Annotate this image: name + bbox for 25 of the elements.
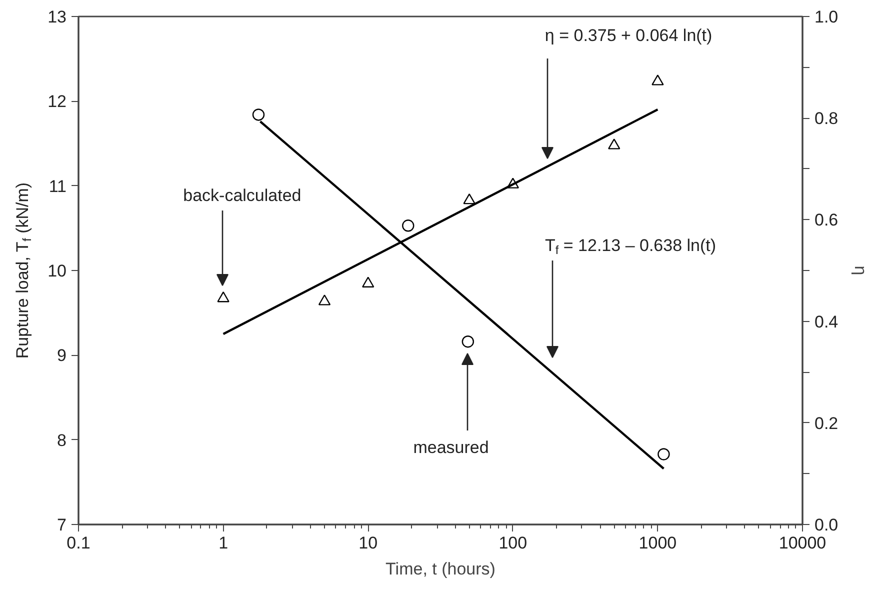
y2-axis-title: η xyxy=(851,266,870,276)
y-tick-label: 10 xyxy=(48,262,67,280)
x-tick-label: 0.1 xyxy=(66,534,90,552)
x-axis-title: Time, t (hours) xyxy=(386,560,496,578)
x-tick-label: 1000 xyxy=(638,534,677,552)
y2-tick-label: 0.6 xyxy=(814,210,838,230)
y2-tick-label: 0.4 xyxy=(814,312,838,332)
x-tick-label: 1 xyxy=(218,534,228,552)
y-tick-label: 11 xyxy=(48,176,67,196)
y-tick-label: 13 xyxy=(48,8,67,26)
y2-tick-label: 1.0 xyxy=(814,8,838,26)
y-tick-label: 12 xyxy=(48,92,67,112)
x-tick-label: 100 xyxy=(498,534,528,552)
y-axis-title: Rupture load, Tf (kN/m) xyxy=(13,182,34,359)
y2-tick-label: 0.8 xyxy=(814,109,838,128)
y-tick-label: 9 xyxy=(57,346,67,366)
annotation: back-calculated xyxy=(183,186,302,205)
annotation: η = 0.375 + 0.064 ln(t) xyxy=(544,26,712,45)
x-tick-label: 10 xyxy=(358,534,378,552)
y2-tick-label: 0.0 xyxy=(814,516,838,534)
annotation: measured xyxy=(413,438,489,457)
y-tick-label: 7 xyxy=(57,516,67,534)
y-tick-label: 8 xyxy=(57,430,67,450)
y2-tick-label: 0.2 xyxy=(814,414,838,433)
x-tick-label: 10000 xyxy=(778,534,826,552)
